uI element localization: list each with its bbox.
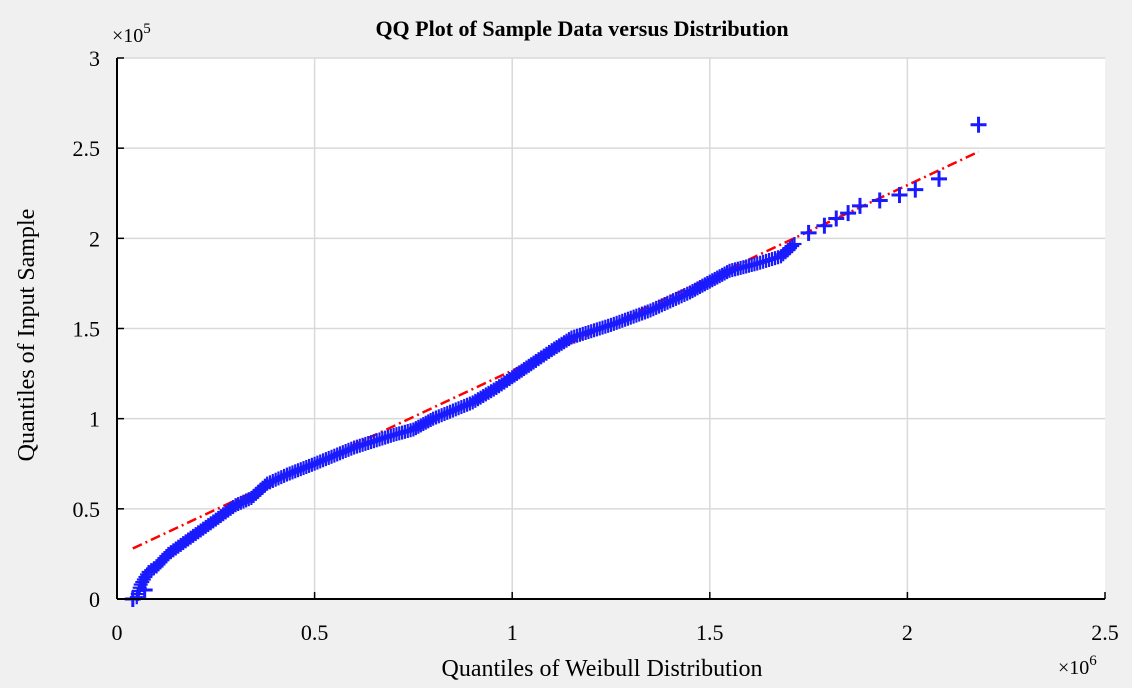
y-tick-label: 3 bbox=[89, 46, 100, 71]
y-tick-labels: 0 0.5 1 1.5 2 2.5 3 bbox=[73, 46, 101, 612]
y-tick-label: 0.5 bbox=[73, 497, 101, 522]
x-multiplier-base: ×10 bbox=[1058, 657, 1089, 679]
x-axis-label: Quantiles of Weibull Distribution bbox=[442, 656, 763, 682]
sample-point bbox=[787, 237, 802, 252]
x-tick-label: 0 bbox=[112, 620, 123, 645]
axes bbox=[116, 57, 1106, 600]
x-tick-label: 1.5 bbox=[696, 620, 724, 645]
x-multiplier: ×106 bbox=[1058, 653, 1097, 679]
y-tick-label: 2 bbox=[89, 226, 100, 251]
x-tick-label: 0.5 bbox=[301, 620, 329, 645]
sample-point-tail bbox=[907, 181, 924, 198]
sample-point bbox=[785, 239, 800, 254]
sample-point-tail bbox=[851, 197, 868, 214]
y-tick-label: 1.5 bbox=[73, 317, 101, 342]
y-multiplier: ×105 bbox=[112, 21, 151, 47]
y-multiplier-base: ×10 bbox=[112, 25, 143, 47]
x-tick-labels: 0 0.5 1 1.5 2 2.5 bbox=[112, 620, 1119, 645]
y-tick-label: 0 bbox=[89, 587, 100, 612]
x-tick-label: 2.5 bbox=[1091, 620, 1119, 645]
sample-point-tail bbox=[891, 187, 908, 204]
y-multiplier-exponent: 5 bbox=[143, 21, 151, 37]
y-tick-label: 1 bbox=[89, 407, 100, 432]
x-tick-label: 2 bbox=[902, 620, 913, 645]
chart-title: QQ Plot of Sample Data versus Distributi… bbox=[375, 16, 788, 41]
y-tick-label: 2.5 bbox=[73, 136, 101, 161]
x-multiplier-exponent: 6 bbox=[1089, 653, 1097, 669]
sample-point-tail bbox=[970, 116, 987, 133]
sample-point-tail bbox=[828, 210, 845, 227]
grid bbox=[117, 57, 1105, 599]
sample-point-tail bbox=[931, 170, 948, 187]
sample-point-tail bbox=[840, 205, 857, 222]
sample-points bbox=[124, 116, 987, 607]
sample-point-tail bbox=[136, 581, 153, 598]
sample-point-tail bbox=[871, 192, 888, 209]
sample-point-tail bbox=[816, 217, 833, 234]
x-tick-label: 1 bbox=[507, 620, 518, 645]
y-axis-label: Quantiles of Input Sample bbox=[14, 209, 40, 462]
sample-point-tail bbox=[800, 224, 817, 241]
